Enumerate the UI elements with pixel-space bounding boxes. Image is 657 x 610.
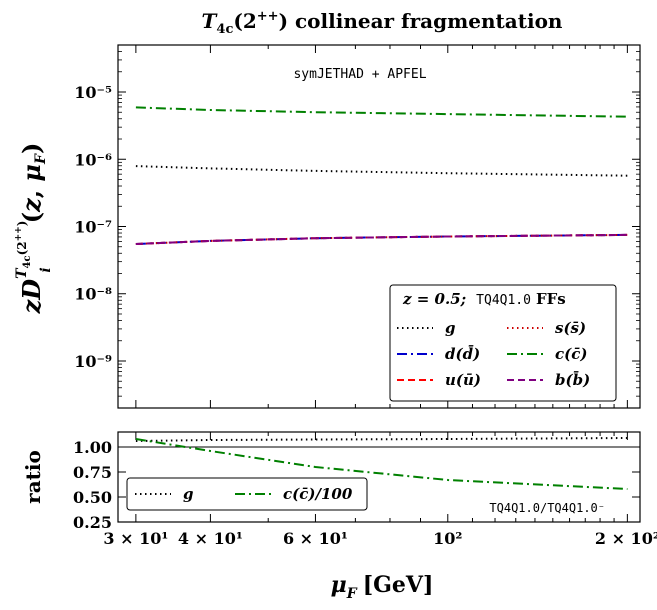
main-ylabel: zDT4c(2++)i(z, μF)	[14, 143, 54, 315]
main-legend-label-5: b(b̄)	[555, 370, 590, 389]
main-ytick-label: 10⁻⁵	[74, 83, 112, 102]
legend-title: z = 0.5; TQ4Q1.0 FFs	[402, 290, 566, 308]
xlabel: μF [GeV]	[331, 572, 434, 602]
xtick-label: 2 × 10²	[595, 529, 657, 548]
ratio-series	[135, 437, 628, 490]
main-series-line-3	[135, 233, 628, 245]
xtick-label: 6 × 10¹	[283, 529, 348, 548]
xtick-label: 4 × 10¹	[178, 529, 243, 548]
main-legend-label-3: s(s̄)	[555, 319, 586, 337]
main-series-line-1	[135, 233, 628, 245]
main-legend-label-2: u(ū)	[445, 371, 481, 389]
main-legend-label-4: c(c̄)	[555, 345, 587, 363]
tool-annotation: symJETHAD + APFEL	[293, 67, 426, 82]
xtick-label: 3 × 10¹	[103, 529, 168, 548]
main-legend-box	[389, 284, 617, 402]
main-series-line-2	[135, 233, 628, 245]
ratio-ytick-label: 1.00	[73, 438, 112, 457]
legend-title-value: z = 0.5;	[402, 290, 466, 308]
main-legend-entries: g d(d̄) u(ū) s(s̄) c(c̄) b(b̄)	[397, 319, 590, 389]
xtick-label: 10²	[433, 529, 462, 548]
ratio-legend-entries: g c(c̄)/100	[135, 485, 353, 503]
legend-title-set: TQ4Q1.0	[476, 293, 531, 308]
main-series-line-0	[135, 165, 628, 177]
main-series-line-4	[135, 106, 628, 118]
ratio-legend-box	[126, 477, 368, 511]
ratio-legend: g c(c̄)/100	[126, 477, 368, 511]
ratio-plot-frame	[117, 431, 641, 523]
ratio-series-line-1	[135, 438, 628, 490]
ratio-legend-label-0: g	[183, 485, 194, 503]
ratio-ytick-label: 0.25	[73, 513, 112, 532]
ratio-ticks: 0.25 0.50 0.75 1.00 3 × 10¹ 4 × 10¹ 6 × 10¹ 10²…	[73, 432, 657, 548]
main-ytick-label: 10⁻⁶	[74, 150, 112, 169]
main-ticks: 10⁻⁹ 10⁻⁸ 10⁻⁷ 10⁻⁶ 10⁻⁵	[74, 44, 640, 409]
main-ytick-label: 10⁻⁹	[74, 352, 112, 371]
legend-title-suffix: FFs	[536, 290, 566, 308]
main-legend: z = 0.5; TQ4Q1.0 FFs g d(d̄) u(ū) s(s̄) c(c̄) b…	[389, 284, 617, 402]
main-ytick-label: 10⁻⁷	[74, 218, 112, 237]
main-ytick-label: 10⁻⁸	[74, 285, 112, 304]
ratio-ylabel: ratio	[21, 450, 45, 504]
ratio-ytick-label: 0.75	[73, 463, 112, 482]
main-legend-label-0: g	[445, 319, 456, 337]
ratio-series-line-0	[135, 437, 628, 442]
main-series-line-5	[135, 233, 628, 245]
ratio-annotation: TQ4Q1.0/TQ4Q1.0⁻	[489, 501, 605, 515]
ratio-legend-label-1: c(c̄)/100	[283, 485, 353, 503]
chart-title: T4c(2++) collinear fragmentation	[202, 9, 563, 37]
main-legend-label-1: d(d̄)	[445, 344, 480, 363]
main-series	[135, 106, 628, 245]
ratio-ytick-label: 0.50	[73, 488, 112, 507]
